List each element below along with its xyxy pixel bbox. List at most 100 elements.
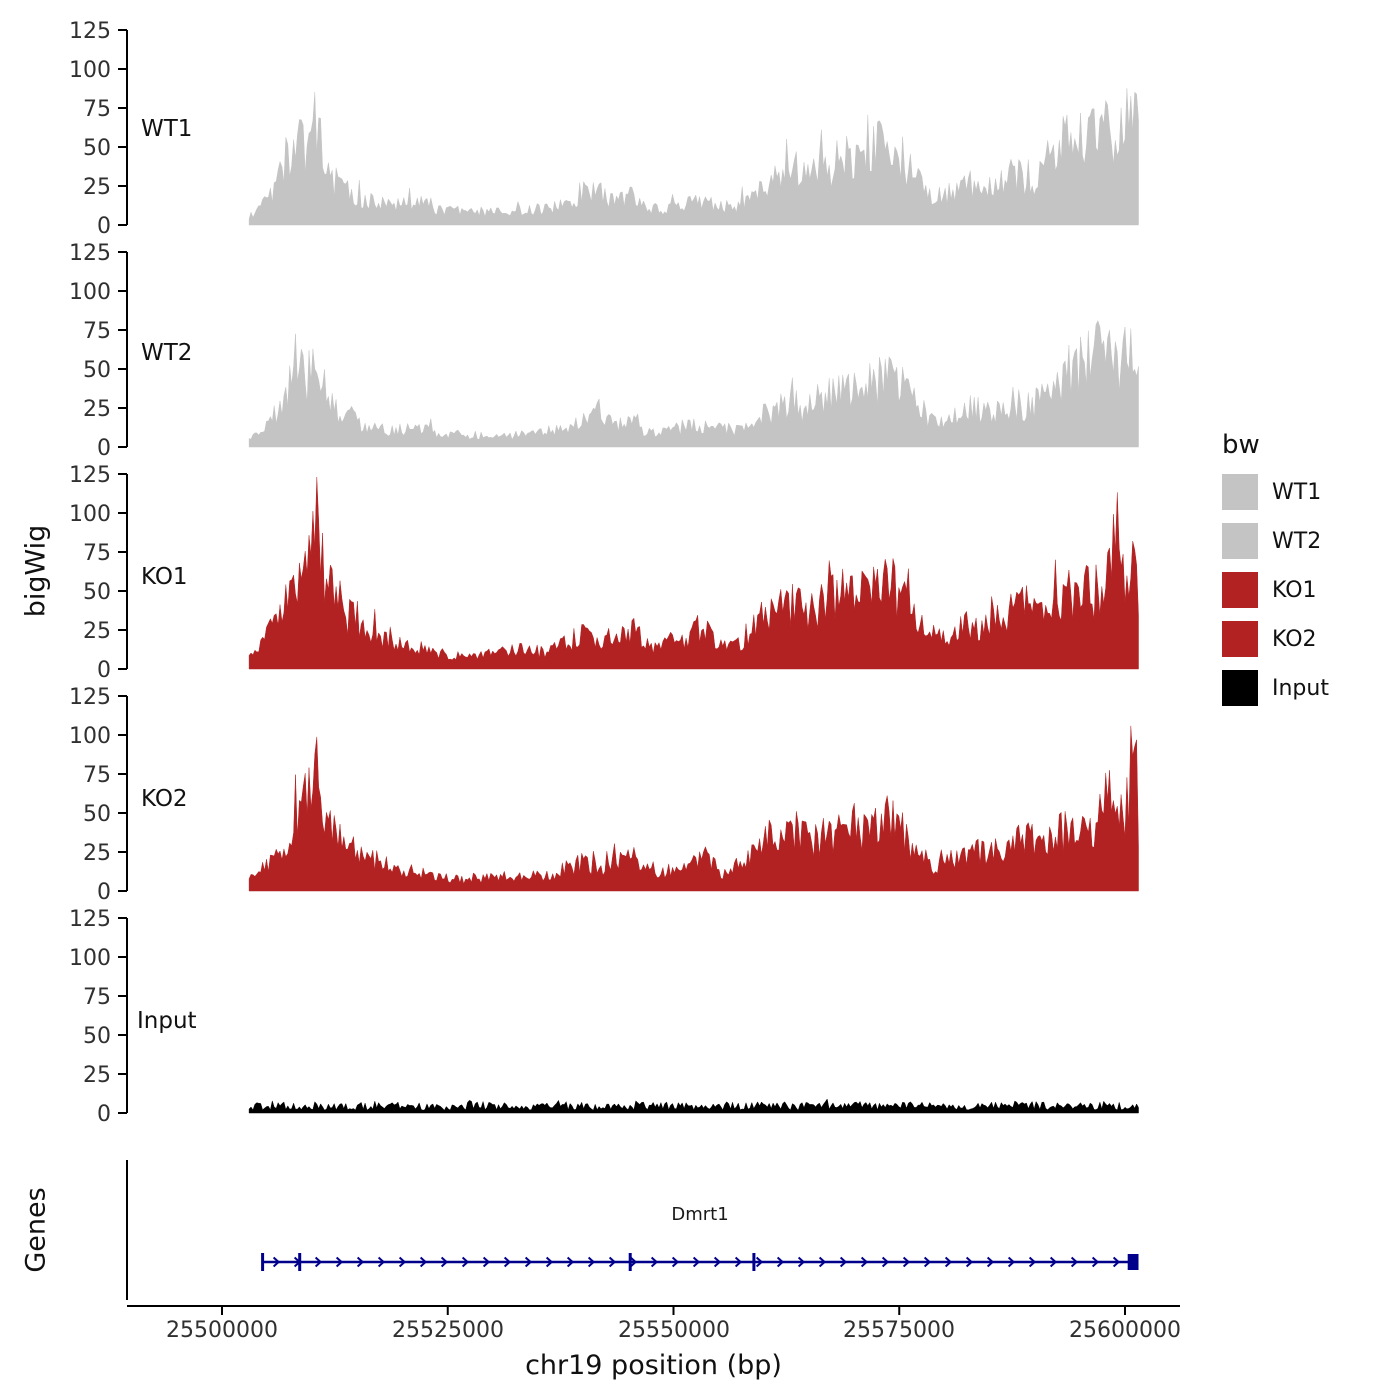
gene-strand-arrow-icon bbox=[776, 1256, 785, 1268]
track-area-ko2 bbox=[248, 725, 1139, 892]
x-tick-label-25525000: 25525000 bbox=[392, 1318, 504, 1343]
legend-item-wt2: WT2 bbox=[1222, 523, 1329, 559]
legend-title: bw bbox=[1222, 430, 1260, 460]
gene-strand-arrow-icon bbox=[608, 1256, 617, 1268]
legend: bw WT1 WT2 KO1 KO2 Input bbox=[1222, 430, 1329, 719]
gene-strand-arrow-icon bbox=[566, 1256, 575, 1268]
y-tick-label: 125 bbox=[69, 685, 111, 710]
y-tick-label: 25 bbox=[83, 397, 111, 422]
gene-strand-arrow-icon bbox=[503, 1256, 512, 1268]
y-tick-label: 25 bbox=[83, 175, 111, 200]
y-tick-label: 0 bbox=[97, 214, 111, 239]
track-label-input: Input bbox=[137, 1008, 197, 1034]
y-tick-label: 75 bbox=[83, 319, 111, 344]
gene-strand-arrow-icon bbox=[713, 1256, 722, 1268]
y-tick-label: 25 bbox=[83, 841, 111, 866]
legend-swatch-wt2 bbox=[1222, 523, 1258, 559]
gene-strand-arrow-icon bbox=[545, 1256, 554, 1268]
y-tick-label: 125 bbox=[69, 907, 111, 932]
gene-strand-arrow-icon bbox=[335, 1256, 344, 1268]
gene-strand-arrow-icon bbox=[461, 1256, 470, 1268]
y-tick-label: 25 bbox=[83, 1063, 111, 1088]
gene-strand-arrow-icon bbox=[755, 1256, 764, 1268]
track-label-wt2: WT2 bbox=[141, 340, 193, 366]
y-tick-label: 0 bbox=[97, 880, 111, 905]
legend-label-ko1: KO1 bbox=[1272, 577, 1317, 603]
y-tick-label: 75 bbox=[83, 985, 111, 1010]
gene-strand-arrow-icon bbox=[902, 1256, 911, 1268]
gene-exon-mark bbox=[298, 1253, 302, 1271]
gene-strand-arrow-icon bbox=[986, 1256, 995, 1268]
gene-strand-arrow-icon bbox=[692, 1256, 701, 1268]
track-area-wt1 bbox=[248, 88, 1139, 226]
gene-strand-arrow-icon bbox=[1112, 1256, 1121, 1268]
legend-item-input: Input bbox=[1222, 670, 1329, 706]
gene-strand-arrow-icon bbox=[734, 1256, 743, 1268]
gene-strand-arrow-icon bbox=[797, 1256, 806, 1268]
y-tick-label: 75 bbox=[83, 541, 111, 566]
x-tick-label-25600000: 25600000 bbox=[1069, 1318, 1181, 1343]
legend-label-wt1: WT1 bbox=[1272, 479, 1322, 505]
y-tick-label: 125 bbox=[69, 241, 111, 266]
y-tick-label: 0 bbox=[97, 658, 111, 683]
gene-strand-arrow-icon bbox=[650, 1256, 659, 1268]
gene-strand-arrow-icon bbox=[356, 1256, 365, 1268]
track-area-input bbox=[248, 1098, 1139, 1114]
gene-strand-arrow-icon bbox=[587, 1256, 596, 1268]
gene-strand-arrow-icon bbox=[629, 1256, 638, 1268]
x-tick-label-25575000: 25575000 bbox=[843, 1318, 955, 1343]
legend-label-input: Input bbox=[1272, 675, 1329, 701]
legend-swatch-wt1 bbox=[1222, 474, 1258, 510]
y-tick-label: 75 bbox=[83, 97, 111, 122]
x-tick-label-25550000: 25550000 bbox=[618, 1318, 730, 1343]
gene-strand-arrow-icon bbox=[398, 1256, 407, 1268]
y-tick-label: 125 bbox=[69, 463, 111, 488]
gene-strand-arrow-icon bbox=[1070, 1256, 1079, 1268]
y-tick-label: 125 bbox=[69, 19, 111, 44]
y-axis-title: bigWig bbox=[20, 524, 52, 618]
gene-exon-mark bbox=[752, 1253, 756, 1271]
x-tick-label-25500000: 25500000 bbox=[166, 1318, 278, 1343]
y-tick-label: 100 bbox=[69, 502, 111, 527]
gene-exon-mark bbox=[261, 1253, 265, 1271]
legend-swatch-ko1 bbox=[1222, 572, 1258, 608]
gene-strand-arrow-icon bbox=[1007, 1256, 1016, 1268]
x-axis-title: chr19 position (bp) bbox=[525, 1350, 782, 1381]
y-tick-label: 50 bbox=[83, 802, 111, 827]
legend-item-wt1: WT1 bbox=[1222, 474, 1329, 510]
track-area-ko1 bbox=[248, 477, 1139, 670]
gene-strand-arrow-icon bbox=[272, 1256, 281, 1268]
gene-strand-arrow-icon bbox=[314, 1256, 323, 1268]
genes-axis-title: Genes bbox=[20, 1187, 52, 1273]
legend-label-wt2: WT2 bbox=[1272, 528, 1322, 554]
legend-item-ko2: KO2 bbox=[1222, 621, 1329, 657]
legend-swatch-ko2 bbox=[1222, 621, 1258, 657]
gene-strand-arrow-icon bbox=[923, 1256, 932, 1268]
gene-strand-arrow-icon bbox=[671, 1256, 680, 1268]
y-tick-label: 50 bbox=[83, 1024, 111, 1049]
y-tick-label: 100 bbox=[69, 946, 111, 971]
track-label-ko1: KO1 bbox=[141, 564, 188, 590]
track-label-wt1: WT1 bbox=[141, 116, 193, 142]
legend-swatch-input bbox=[1222, 670, 1258, 706]
gene-strand-arrow-icon bbox=[1091, 1256, 1100, 1268]
gene-strand-arrow-icon bbox=[440, 1256, 449, 1268]
y-tick-label: 50 bbox=[83, 136, 111, 161]
gene-strand-arrow-icon bbox=[818, 1256, 827, 1268]
gene-strand-arrow-icon bbox=[1049, 1256, 1058, 1268]
gene-strand-arrow-icon bbox=[965, 1256, 974, 1268]
y-tick-label: 50 bbox=[83, 580, 111, 605]
y-tick-label: 0 bbox=[97, 436, 111, 461]
gene-strand-arrow-icon bbox=[377, 1256, 386, 1268]
gene-strand-arrow-icon bbox=[419, 1256, 428, 1268]
gene-strand-arrow-icon bbox=[1028, 1256, 1037, 1268]
y-tick-label: 100 bbox=[69, 58, 111, 83]
gene-exon-mark bbox=[628, 1253, 632, 1271]
track-label-ko2: KO2 bbox=[141, 786, 188, 812]
y-tick-label: 75 bbox=[83, 763, 111, 788]
gene-strand-arrow-icon bbox=[839, 1256, 848, 1268]
y-tick-label: 50 bbox=[83, 358, 111, 383]
y-tick-label: 100 bbox=[69, 724, 111, 749]
